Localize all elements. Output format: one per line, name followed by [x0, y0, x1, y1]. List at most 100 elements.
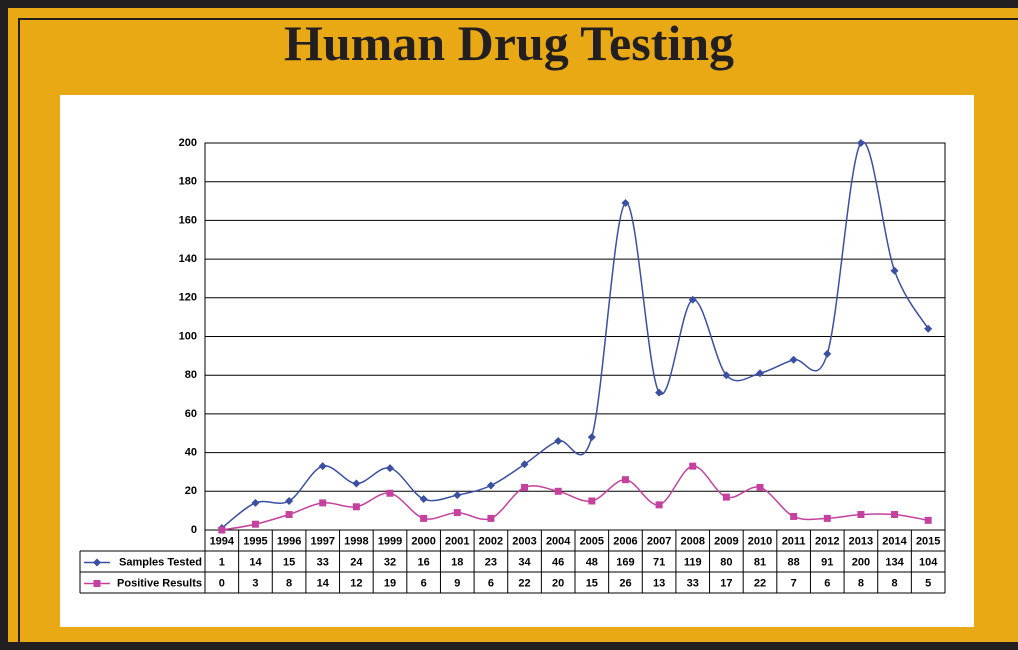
marker	[722, 371, 731, 380]
x-tick-label: 2014	[882, 535, 907, 547]
table-value: 200	[852, 556, 870, 568]
x-tick-label: 2004	[546, 535, 571, 547]
table-value: 5	[925, 577, 931, 589]
table-value: 80	[720, 556, 732, 568]
marker	[890, 266, 899, 275]
x-tick-label: 2008	[680, 535, 704, 547]
marker	[352, 503, 360, 511]
x-tick-label: 1998	[344, 535, 368, 547]
table-value: 91	[821, 556, 833, 568]
table-value: 14	[249, 556, 262, 568]
x-tick-label: 2005	[580, 535, 604, 547]
table-value: 34	[518, 556, 531, 568]
x-tick-label: 1996	[277, 535, 301, 547]
y-tick-label: 200	[179, 137, 197, 149]
legend-marker	[93, 580, 101, 587]
marker	[856, 139, 865, 147]
table-value: 81	[754, 556, 766, 568]
marker	[756, 483, 764, 491]
table-value: 1	[219, 556, 225, 568]
y-tick-label: 100	[179, 330, 197, 342]
marker	[924, 324, 933, 333]
x-tick-label: 2001	[445, 535, 469, 547]
y-tick-label: 120	[179, 292, 197, 304]
table-value: 16	[418, 556, 430, 568]
table-value: 48	[586, 556, 598, 568]
table-value: 23	[485, 556, 497, 568]
table-value: 3	[252, 577, 258, 589]
table-value: 46	[552, 556, 564, 568]
chart-panel	[60, 95, 974, 627]
marker	[857, 511, 865, 519]
table-value: 17	[720, 577, 732, 589]
chart-title: Human Drug Testing	[283, 15, 735, 71]
marker	[924, 516, 932, 524]
marker	[285, 511, 293, 519]
y-tick-label: 60	[185, 408, 197, 420]
table-value: 13	[653, 577, 665, 589]
marker	[588, 497, 596, 505]
marker	[386, 489, 394, 497]
marker	[251, 520, 259, 528]
x-tick-label: 2009	[714, 535, 738, 547]
table-value: 12	[350, 577, 362, 589]
y-tick-label: 0	[191, 524, 197, 536]
table-value: 134	[885, 556, 904, 568]
legend-marker	[93, 558, 101, 567]
marker	[285, 496, 294, 505]
table-value: 15	[283, 556, 295, 568]
x-tick-label: 1995	[243, 535, 267, 547]
marker	[453, 491, 462, 500]
marker	[251, 498, 260, 507]
table-value: 26	[619, 577, 631, 589]
marker	[823, 514, 831, 522]
marker	[420, 514, 428, 522]
x-tick-label: 2015	[916, 535, 940, 547]
table-value: 88	[788, 556, 800, 568]
x-tick-label: 2006	[613, 535, 637, 547]
marker	[621, 198, 630, 207]
marker	[621, 476, 629, 484]
x-tick-label: 2000	[411, 535, 435, 547]
marker	[521, 483, 529, 491]
legend-label: Samples Tested	[119, 556, 202, 568]
marker	[386, 464, 394, 473]
table-value: 15	[586, 577, 598, 589]
table-value: 71	[653, 556, 665, 568]
table-value: 33	[687, 577, 699, 589]
x-tick-label: 2007	[647, 535, 671, 547]
table-value: 119	[684, 556, 702, 568]
x-tick-label: 2013	[849, 535, 873, 547]
marker	[823, 349, 832, 358]
marker	[756, 369, 764, 378]
table-value: 22	[754, 577, 766, 589]
marker	[554, 436, 563, 445]
x-tick-label: 1997	[310, 535, 334, 547]
table-value: 20	[552, 577, 564, 589]
marker	[789, 355, 798, 364]
table-value: 169	[616, 556, 634, 568]
table-value: 9	[454, 577, 460, 589]
y-tick-label: 80	[185, 369, 197, 381]
table-value: 6	[488, 577, 494, 589]
table-value: 14	[317, 577, 330, 589]
marker	[319, 499, 327, 507]
marker	[587, 433, 596, 442]
x-tick-label: 2011	[782, 535, 806, 547]
y-tick-label: 20	[185, 485, 197, 497]
table-value: 6	[421, 577, 427, 589]
marker	[487, 514, 495, 522]
y-tick-label: 40	[185, 447, 197, 459]
inner-frame	[18, 18, 1018, 646]
x-tick-label: 1994	[210, 535, 235, 547]
table-value: 8	[858, 577, 864, 589]
table-value: 104	[919, 556, 938, 568]
marker	[520, 460, 529, 469]
marker	[486, 481, 495, 490]
marker	[689, 462, 697, 470]
table-value: 18	[451, 556, 463, 568]
table-value: 7	[791, 577, 797, 589]
x-tick-label: 2002	[479, 535, 503, 547]
y-tick-label: 160	[179, 214, 197, 226]
table-value: 19	[384, 577, 396, 589]
